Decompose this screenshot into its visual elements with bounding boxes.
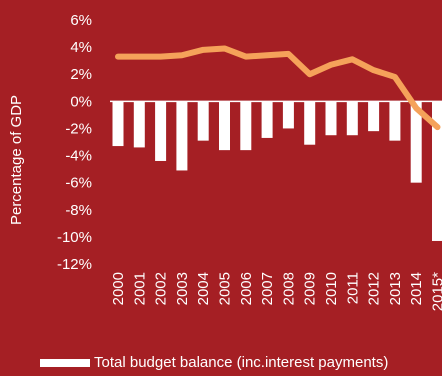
y-tick-label: 4% <box>70 39 92 56</box>
y-tick-label: -10% <box>57 229 92 246</box>
y-tick-label: -12% <box>57 256 92 273</box>
y-tick-label: 2% <box>70 66 92 83</box>
bar-2012 <box>368 101 380 132</box>
legend-swatch-bar <box>40 358 90 367</box>
x-tick-label: 2010 <box>323 272 340 305</box>
bar-2013 <box>389 101 401 141</box>
x-tick-label: 2011 <box>344 272 361 304</box>
y-axis-label: Percentage of GDP <box>8 95 25 225</box>
x-tick-label: 2007 <box>259 272 276 305</box>
y-tick-labels: 6% 4% 2% 0% -2% -4% -6% -8% -10% -12% <box>57 12 92 273</box>
bar-2011 <box>346 101 358 136</box>
legend-label: Total budget balance (inc.interest payme… <box>94 354 389 371</box>
bar-2003 <box>176 101 188 171</box>
bar-2007 <box>261 101 273 138</box>
x-tick-label: 2001 <box>131 272 148 305</box>
x-tick-label: 2014 <box>408 272 425 305</box>
x-tick-label: 2012 <box>366 272 383 305</box>
x-tick-label: 2003 <box>174 272 191 305</box>
y-tick-label: 6% <box>70 12 92 29</box>
y-tick-label: -6% <box>65 175 92 192</box>
x-tick-label: 2002 <box>153 272 170 305</box>
x-tick-label: 2006 <box>238 272 255 305</box>
bar-2002 <box>155 101 167 161</box>
bar-series <box>112 101 442 241</box>
line-series <box>115 45 441 131</box>
bar-2001 <box>133 101 145 148</box>
x-tick-label: 2013 <box>387 272 404 305</box>
bar-2005 <box>219 101 230 151</box>
x-tick-label: 2009 <box>302 272 319 305</box>
x-tick-label: 2015* <box>430 272 442 311</box>
bar-2010 <box>325 101 337 136</box>
bar-2000 <box>112 101 124 147</box>
legend: Total budget balance (inc.interest payme… <box>40 354 388 371</box>
x-tick-labels: 2000 2001 2002 2003 2004 2005 2006 2007 2008 2009… <box>110 272 442 311</box>
bar-2004 <box>197 101 209 141</box>
y-tick-label: -8% <box>65 202 92 219</box>
bar-2009 <box>304 101 316 145</box>
bar-2014 <box>410 101 422 183</box>
y-tick-label: -2% <box>65 120 92 137</box>
y-tick-label: 0% <box>70 93 92 110</box>
x-tick-label: 2000 <box>110 272 127 305</box>
x-tick-label: 2008 <box>280 272 297 305</box>
bar-2015* <box>432 101 442 241</box>
x-tick-label: 2005 <box>217 272 234 305</box>
bar-2008 <box>282 101 294 129</box>
x-tick-label: 2004 <box>195 272 212 305</box>
bar-2006 <box>240 101 252 151</box>
y-tick-label: -4% <box>65 148 92 165</box>
